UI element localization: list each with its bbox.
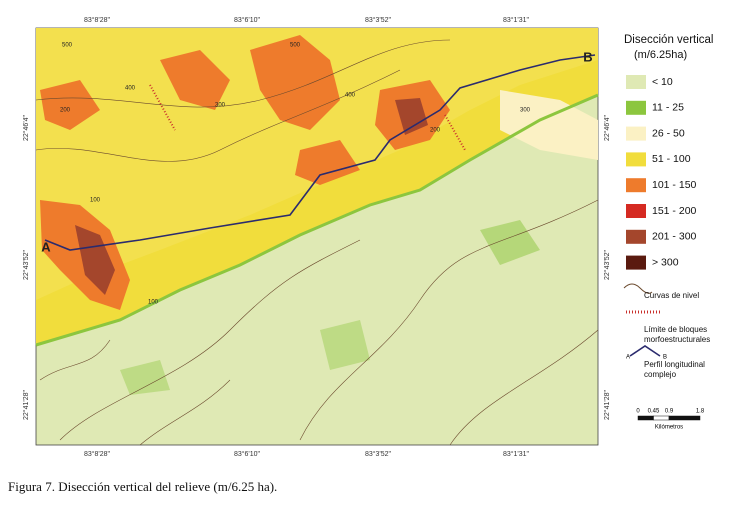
scale-label: 1.8: [696, 409, 705, 415]
scale-label: 0.9: [665, 409, 674, 415]
contour-label: 400: [345, 93, 356, 99]
legend-swatch: [626, 75, 646, 89]
legend-line-label: complejo: [644, 370, 677, 379]
legend-label: 26 - 50: [652, 127, 685, 139]
legend-label: 51 - 100: [652, 153, 691, 165]
legend-swatch: [626, 126, 646, 141]
contour-label: 500: [62, 43, 73, 49]
legend-swatch: [626, 178, 646, 193]
legend-label: 101 - 150: [652, 179, 697, 191]
legend-swatch: [626, 255, 646, 270]
point-label: B: [583, 49, 592, 64]
contour-label: 200: [430, 128, 441, 134]
scale-bar: [637, 415, 654, 421]
legend-line-label: morfoestructurales: [644, 335, 710, 344]
coord-label: 22°41'28": [603, 389, 611, 419]
legend-title: Disección vertical: [624, 34, 713, 46]
contour-label: 500: [290, 43, 301, 49]
legend-label: 11 - 25: [652, 102, 684, 114]
scale-bar: [668, 415, 701, 421]
coord-label: 83°3'52": [365, 450, 392, 458]
coord-label: 22°43'52": [603, 249, 611, 279]
coord-label: 83°8'28": [84, 450, 111, 458]
contour-label: 300: [520, 108, 531, 114]
scale-label: 0: [636, 409, 640, 415]
legend-line-label: Límite de bloques: [644, 325, 707, 334]
legend-swatch: [626, 229, 646, 244]
scale-bar: [653, 415, 670, 421]
coord-label: 22°43'52": [22, 249, 30, 279]
contour-label: 100: [90, 198, 101, 204]
legend-swatch: [626, 100, 646, 115]
legend-line-label: Curvas de nivel: [644, 291, 699, 300]
coord-label: 83°6'10": [234, 450, 261, 458]
contour-label: 200: [60, 108, 71, 114]
legend-icon: [623, 283, 653, 294]
legend-line-label: Perfil longitudinal: [644, 360, 705, 369]
contour-label: 100: [148, 300, 159, 306]
coord-label: 22°46'4": [22, 114, 30, 141]
caption: Figura 7. Disección vertical del relieve…: [8, 479, 277, 494]
profile-end: A: [626, 355, 630, 361]
coord-label: 83°3'52": [365, 16, 392, 24]
coord-label: 22°41'28": [22, 389, 30, 419]
coord-label: 83°1'31": [503, 450, 530, 458]
legend-label: 201 - 300: [652, 231, 697, 243]
profile-end: B: [663, 355, 667, 361]
coord-label: 83°6'10": [234, 16, 261, 24]
legend-label: 151 - 200: [652, 205, 697, 217]
legend-label: < 10: [652, 76, 673, 88]
legend-icon: [629, 345, 661, 357]
point-label: A: [41, 239, 51, 254]
legend-swatch: [626, 204, 646, 218]
contour-label: 300: [215, 103, 226, 109]
map: [35, 27, 599, 446]
scale-unit: Kilómetros: [655, 425, 683, 431]
legend-unit: (m/6.25ha): [634, 49, 687, 61]
legend-swatch: [626, 152, 646, 167]
coord-label: 83°8'28": [84, 16, 111, 24]
legend-label: > 300: [652, 256, 679, 268]
coord-label: 83°1'31": [503, 16, 530, 24]
scale-label: 0.45: [648, 409, 660, 415]
coord-label: 22°46'4": [603, 114, 611, 141]
contour-label: 400: [125, 86, 136, 92]
